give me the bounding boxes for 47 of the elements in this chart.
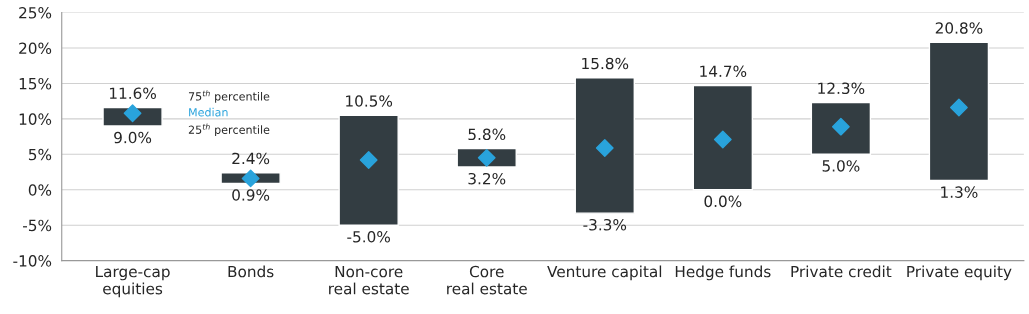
annotation: 20.8% (935, 22, 983, 34)
x-tick-label: Large-cap equities (96, 265, 170, 298)
text: Median (189, 107, 228, 117)
bar (574, 77, 635, 214)
point (123, 104, 142, 123)
point (241, 169, 260, 188)
point (359, 151, 378, 169)
annotation: 75$^{th}$ percentile (188, 90, 270, 103)
y-tick-label: 0% (28, 184, 52, 196)
x-tick-label: Non-core real estate (329, 265, 409, 295)
point (713, 130, 732, 149)
x-tick-label: Core real estate (447, 265, 527, 295)
y-tick-label: -5% (23, 219, 52, 232)
annotation: 0.9% (232, 189, 270, 201)
annotation: 2.4% (232, 152, 270, 165)
annotation: 5.8% (468, 128, 506, 141)
annotation: 5.0% (822, 160, 860, 172)
annotation: 25$^{th}$ percentile (188, 123, 270, 137)
annotation: 15.8% (582, 57, 629, 70)
annotation: 0.0% (704, 195, 742, 208)
point (595, 139, 614, 157)
annotation: 12.3% (818, 82, 865, 95)
bar (692, 84, 754, 191)
annotation: 11.6% (109, 87, 156, 100)
annotation: 1.3% (941, 186, 978, 198)
x-tick-label: Private equity (907, 265, 1012, 281)
bar (928, 41, 990, 182)
y-tick-label: 10% (19, 113, 52, 125)
bar (338, 114, 399, 226)
x-tick-label: Hedge funds (675, 265, 771, 281)
annotation: 14.7% (700, 65, 747, 78)
point (950, 98, 968, 117)
annotation: -5.0% (347, 231, 390, 243)
x-tick-label: Bonds (228, 265, 274, 278)
bar (810, 101, 872, 156)
annotation: 3.2% (468, 172, 506, 185)
x-tick-label: Venture capital (547, 265, 662, 281)
annotation: -3.3% (583, 218, 627, 231)
annotation: 9.0% (114, 131, 152, 144)
annotation: 10.5% (346, 95, 393, 107)
y-tick-label: 25% (19, 7, 52, 19)
y-tick-label: 20% (19, 42, 52, 55)
x-tick-label: Private credit (791, 265, 892, 278)
y-tick-label: -10% (13, 255, 52, 267)
y-tick-label: 5% (28, 148, 52, 161)
point (477, 148, 496, 167)
y-tick-label: 15% (19, 77, 52, 90)
